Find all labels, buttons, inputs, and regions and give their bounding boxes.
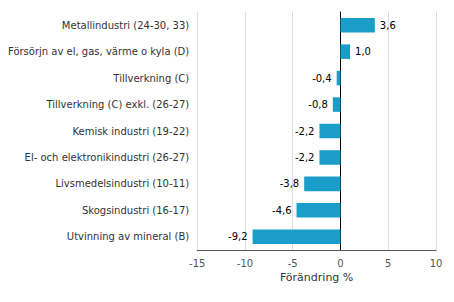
svg-text:0: 0: [337, 258, 343, 269]
svg-text:Skogsindustri (16-17): Skogsindustri (16-17): [82, 205, 189, 216]
svg-text:Förändring %: Förändring %: [280, 271, 353, 284]
svg-text:El- och elektronikindustri (26: El- och elektronikindustri (26-27): [25, 152, 190, 163]
svg-text:Metallindustri (24-30, 33): Metallindustri (24-30, 33): [62, 20, 189, 31]
svg-text:-2,2: -2,2: [295, 126, 315, 137]
svg-text:-0,4: -0,4: [312, 73, 332, 84]
svg-text:-2,2: -2,2: [295, 152, 315, 163]
svg-text:Tillverkning (C) exkl. (26-27): Tillverkning (C) exkl. (26-27): [45, 99, 189, 110]
svg-text:-4,6: -4,6: [272, 205, 292, 216]
svg-text:Tillverkning (C): Tillverkning (C): [112, 73, 189, 84]
svg-text:-9,2: -9,2: [228, 231, 248, 242]
svg-text:5: 5: [385, 258, 391, 269]
svg-text:Kemisk industri (19-22): Kemisk industri (19-22): [72, 126, 189, 137]
svg-text:-15: -15: [189, 258, 205, 269]
svg-text:-3,8: -3,8: [280, 178, 300, 189]
svg-text:Utvinning av mineral (B): Utvinning av mineral (B): [67, 231, 189, 242]
svg-text:-10: -10: [237, 258, 253, 269]
svg-text:-5: -5: [288, 258, 298, 269]
svg-text:1,0: 1,0: [355, 46, 371, 57]
svg-text:10: 10: [430, 258, 443, 269]
svg-text:Livsmedelsindustri (10-11): Livsmedelsindustri (10-11): [55, 178, 189, 189]
svg-text:Försörjn av el, gas, värme o k: Försörjn av el, gas, värme o kyla (D): [8, 46, 189, 57]
svg-text:-0,8: -0,8: [308, 99, 328, 110]
svg-text:3,6: 3,6: [380, 20, 396, 31]
